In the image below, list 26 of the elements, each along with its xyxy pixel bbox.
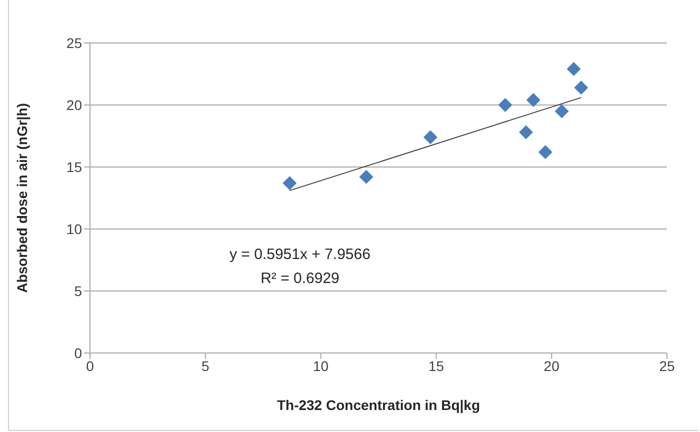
point bbox=[538, 145, 552, 160]
y-tick-label: 15 bbox=[66, 158, 82, 175]
x-axis-title: Th-232 Concentration in Bq|kg bbox=[276, 397, 480, 414]
point bbox=[423, 130, 438, 144]
x-tick-label: 15 bbox=[428, 358, 444, 374]
point bbox=[359, 170, 374, 184]
x-tick-label: 5 bbox=[202, 358, 210, 374]
point bbox=[282, 176, 297, 190]
point bbox=[518, 125, 533, 140]
x-tick-label: 25 bbox=[659, 358, 675, 374]
y-tick-label: 20 bbox=[66, 96, 82, 113]
x-tick-label: 10 bbox=[313, 358, 329, 374]
x-tick-label: 0 bbox=[86, 358, 94, 374]
point bbox=[498, 98, 512, 112]
y-axis-title: Absorbed dose in air (nGr|h) bbox=[14, 103, 31, 293]
y-tick-label: 0 bbox=[74, 344, 82, 361]
point bbox=[554, 104, 569, 118]
y-tick-label: 25 bbox=[66, 34, 82, 51]
point bbox=[574, 80, 588, 95]
annotation: R² = 0.6929 bbox=[260, 269, 340, 289]
y-tick-label: 5 bbox=[74, 282, 82, 299]
point bbox=[566, 62, 581, 76]
x-tick-label: 20 bbox=[544, 358, 560, 374]
y-tick-label: 10 bbox=[66, 220, 82, 237]
annotation: y = 0.5951x + 7.9566 bbox=[228, 245, 372, 265]
point bbox=[526, 93, 540, 108]
